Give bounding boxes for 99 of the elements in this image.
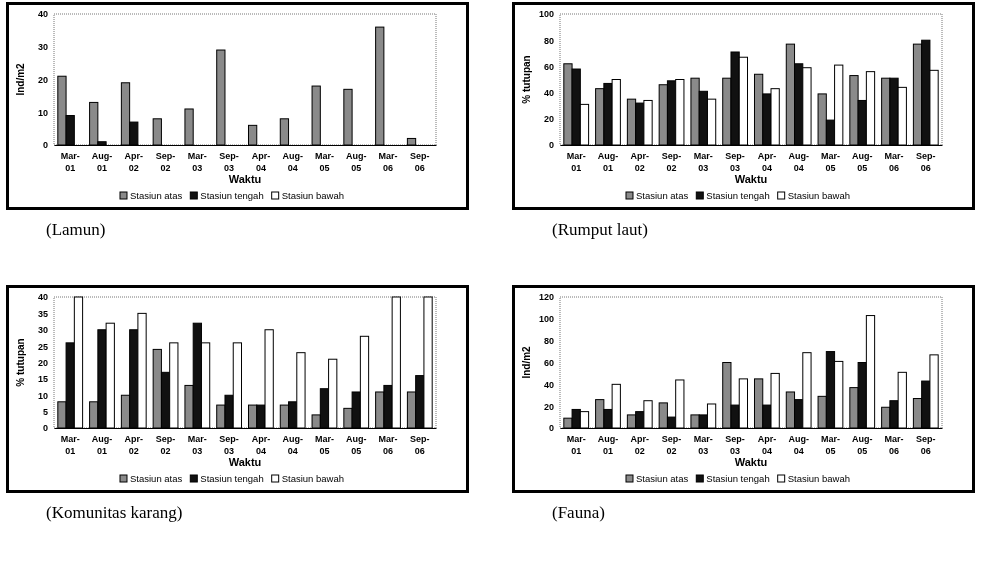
- x-tick-label: Sep-02: [661, 434, 682, 456]
- x-tick-label: Apr-04: [251, 151, 271, 173]
- text: (Rumput laut): [552, 220, 648, 239]
- x-tick-label: Mar-03: [187, 434, 207, 456]
- x-tick-label: Aug-04: [788, 434, 809, 456]
- y-tick-label: 5: [42, 407, 48, 418]
- x-tick-label: Aug-04: [788, 151, 809, 173]
- x-tick-label: Sep-06: [916, 434, 936, 456]
- legend-label: Stasiun tengah: [706, 473, 770, 484]
- x-tick-label: Mar-01: [60, 434, 80, 456]
- y-tick-label: 100: [538, 314, 554, 325]
- y-tick-label: 120: [538, 292, 554, 303]
- x-tick-label: Mar-06: [378, 151, 398, 173]
- y-tick-label: 100: [538, 9, 554, 20]
- x-tick-label: Mar-06: [884, 434, 904, 456]
- legend-label: Stasiun atas: [635, 190, 689, 201]
- text: (Lamun): [46, 220, 106, 239]
- y-tick-label: 80: [543, 35, 554, 46]
- legend-label: Stasiun tengah: [706, 190, 770, 201]
- y-tick-label: 20: [543, 401, 554, 412]
- text: (Komunitas karang): [46, 503, 183, 522]
- x-tick-label: Sep-06: [410, 151, 430, 173]
- y-tick-label: 0: [548, 140, 554, 151]
- x-axis-title: Waktu: [734, 173, 768, 185]
- y-tick-label: 25: [37, 341, 48, 352]
- legend-label: Stasiun atas: [129, 190, 183, 201]
- legend-label: Stasiun bawah: [787, 190, 851, 201]
- x-tick-label: Aug-05: [851, 434, 873, 456]
- y-tick-label: 40: [37, 9, 48, 20]
- x-tick-label: Sep-06: [410, 434, 430, 456]
- x-tick-label: Apr-04: [757, 434, 777, 456]
- x-tick-label: Mar-05: [820, 434, 840, 456]
- x-tick-label: Sep-06: [916, 151, 936, 173]
- x-tick-label: Sep-02: [155, 151, 176, 173]
- x-tick-label: Mar-01: [566, 151, 586, 173]
- y-tick-label: 0: [42, 423, 48, 434]
- x-tick-label: Aug-05: [345, 434, 367, 456]
- y-tick-label: 80: [543, 336, 554, 347]
- y-tick-label: 0: [42, 140, 48, 151]
- y-tick-label: 0: [548, 423, 554, 434]
- y-tick-label: 15: [37, 374, 48, 385]
- y-axis-title: Ind/m2: [15, 62, 26, 96]
- y-tick-label: 35: [37, 308, 48, 319]
- x-tick-label: Mar-05: [314, 434, 334, 456]
- x-tick-label: Sep-02: [155, 434, 176, 456]
- legend-label: Stasiun atas: [635, 473, 689, 484]
- x-tick-label: Mar-05: [820, 151, 840, 173]
- y-tick-label: 60: [543, 357, 554, 368]
- y-tick-label: 20: [543, 114, 554, 125]
- y-tick-label: 30: [37, 325, 48, 336]
- x-tick-label: Mar-03: [187, 151, 207, 173]
- x-tick-label: Apr-04: [757, 151, 777, 173]
- y-axis-title: % tutupan: [15, 338, 26, 387]
- x-tick-label: Apr-02: [124, 151, 144, 173]
- x-tick-label: Aug-04: [282, 434, 303, 456]
- x-tick-label: Apr-02: [630, 151, 650, 173]
- x-tick-label: Aug-05: [851, 151, 873, 173]
- x-tick-label: Mar-05: [314, 151, 334, 173]
- legend-label: Stasiun bawah: [281, 473, 345, 484]
- x-tick-label: Mar-03: [693, 434, 713, 456]
- x-tick-label: Aug-01: [91, 151, 113, 173]
- x-tick-label: Mar-06: [378, 434, 398, 456]
- x-tick-label: Sep-03: [219, 151, 239, 173]
- x-axis-title: Waktu: [228, 456, 262, 468]
- x-tick-label: Apr-02: [630, 434, 650, 456]
- y-axis-title: % tutupan: [521, 55, 532, 104]
- x-tick-label: Aug-01: [91, 434, 113, 456]
- y-tick-label: 10: [37, 390, 48, 401]
- y-tick-label: 40: [543, 87, 554, 98]
- legend-label: Stasiun tengah: [200, 190, 264, 201]
- x-axis-title: Waktu: [734, 456, 768, 468]
- x-tick-label: Mar-06: [884, 151, 904, 173]
- y-tick-label: 30: [37, 42, 48, 53]
- legend-label: Stasiun tengah: [200, 473, 264, 484]
- legend-label: Stasiun atas: [129, 473, 183, 484]
- x-tick-label: Sep-03: [725, 434, 745, 456]
- x-tick-label: Aug-01: [597, 151, 619, 173]
- x-tick-label: Apr-04: [251, 434, 271, 456]
- y-tick-label: 20: [37, 74, 48, 85]
- x-axis-title: Waktu: [228, 173, 262, 185]
- legend-label: Stasiun bawah: [787, 473, 851, 484]
- x-tick-label: Mar-03: [693, 151, 713, 173]
- x-tick-label: Sep-02: [661, 151, 682, 173]
- x-tick-label: Aug-04: [282, 151, 303, 173]
- text: (Fauna): [552, 503, 605, 522]
- y-tick-label: 10: [37, 107, 48, 118]
- legend-label: Stasiun bawah: [281, 190, 345, 201]
- y-tick-label: 60: [543, 61, 554, 72]
- x-tick-label: Sep-03: [219, 434, 239, 456]
- y-tick-label: 40: [37, 292, 48, 303]
- y-tick-label: 40: [543, 379, 554, 390]
- y-axis-title: Ind/m2: [521, 345, 532, 379]
- x-tick-label: Sep-03: [725, 151, 745, 173]
- x-tick-label: Apr-02: [124, 434, 144, 456]
- y-tick-label: 20: [37, 357, 48, 368]
- x-tick-label: Aug-05: [345, 151, 367, 173]
- x-tick-label: Mar-01: [566, 434, 586, 456]
- x-tick-label: Aug-01: [597, 434, 619, 456]
- x-tick-label: Mar-01: [60, 151, 80, 173]
